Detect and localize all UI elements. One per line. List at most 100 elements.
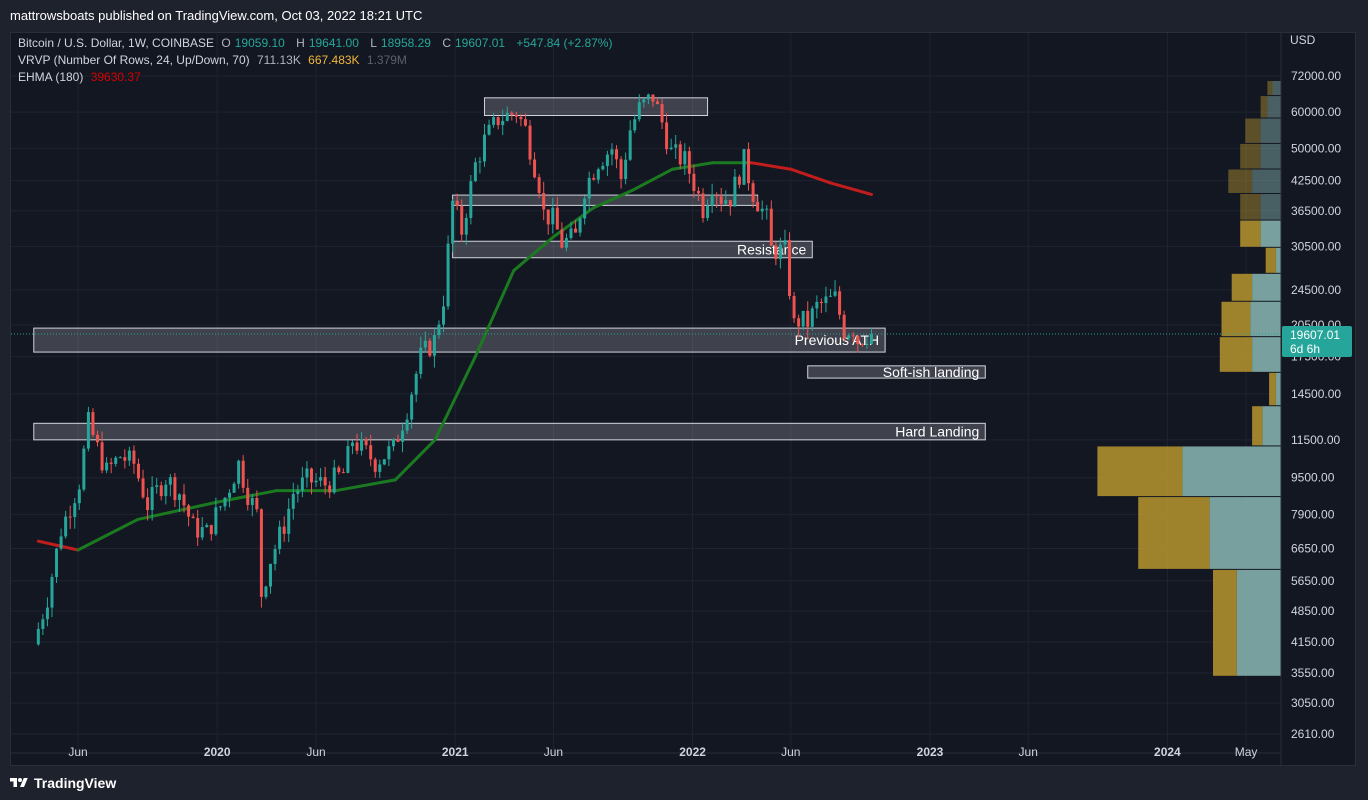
candle-body <box>309 468 313 483</box>
candle-body <box>105 462 109 471</box>
brand-name: TradingView <box>34 775 117 791</box>
candle-body <box>228 492 232 498</box>
ehma-line-segment <box>631 167 674 192</box>
chart-area[interactable]: Resistance Previous ATH Soft-ish landing Ha… <box>10 32 1357 767</box>
volume-profile-up-bar <box>1221 301 1251 337</box>
candle-body <box>246 487 250 505</box>
tradingview-brand[interactable]: TradingView <box>10 775 116 791</box>
candle-body <box>196 518 200 538</box>
candle-body <box>369 445 373 460</box>
footer: TradingView <box>0 766 1368 800</box>
candle-body <box>223 497 227 507</box>
legend-ehma-row: EHMA (180) 39630.37 <box>18 69 616 86</box>
candle-body <box>696 190 700 194</box>
candle-body <box>209 525 213 535</box>
volume-profile-up-bar <box>1138 497 1210 569</box>
candle-body <box>414 373 418 395</box>
candle-body <box>778 244 782 260</box>
candle-body <box>77 489 81 504</box>
candle-body <box>460 206 464 235</box>
legend-open-label: O <box>221 36 231 50</box>
legend-vrvp-v1: 711.13K <box>257 53 301 67</box>
price-axis-label: 3050.00 <box>1291 696 1335 710</box>
candle-body <box>555 207 559 230</box>
candle-body <box>432 334 436 356</box>
candle-body <box>601 165 605 170</box>
ehma-line-segment <box>670 161 715 171</box>
candle-body <box>136 463 140 479</box>
ehma-line-segment <box>433 355 477 442</box>
volume-profile-down-bar <box>1260 143 1281 169</box>
volume-profile-up-bar <box>1265 247 1276 273</box>
candle-body <box>45 607 49 620</box>
candle-body <box>692 173 696 191</box>
candle-body <box>391 439 395 447</box>
candle-body <box>473 162 477 182</box>
ehma-line-segment <box>76 517 140 552</box>
legend-vrvp-v2: 667.483K <box>308 53 360 67</box>
candle-body <box>296 490 300 494</box>
candle-body <box>191 516 195 519</box>
candle-body <box>168 477 172 485</box>
legend-vrvp-v3: 1.379M <box>366 53 407 67</box>
candle-body <box>114 457 118 464</box>
ehma-line-segment <box>591 188 635 210</box>
candle-body <box>542 192 546 210</box>
candle-body <box>828 295 832 297</box>
price-axis-label: 4150.00 <box>1291 635 1335 649</box>
candle-body <box>364 439 368 446</box>
price-axis-label: 11500.00 <box>1291 433 1340 447</box>
time-axis-label: May <box>1235 745 1258 759</box>
candle-body <box>715 195 719 197</box>
candle-body <box>633 119 637 131</box>
legend-ehma-label: EHMA (180) <box>18 70 84 84</box>
price-axis-label: 4850.00 <box>1291 604 1335 618</box>
candle-body <box>560 229 564 248</box>
candle-body <box>182 494 186 506</box>
candle-body <box>64 516 68 537</box>
price-axis-unit: USD <box>1290 33 1316 47</box>
legend-close: 19607.01 <box>455 36 506 50</box>
candle-body <box>373 459 377 472</box>
candle-body <box>619 159 623 180</box>
candle-body <box>187 505 191 517</box>
volume-profile-down-bar <box>1275 247 1281 273</box>
candle-body <box>55 548 59 577</box>
candle-body <box>346 446 350 473</box>
candle-body <box>150 486 154 511</box>
zone-label: Soft-ish landing <box>883 364 980 380</box>
ehma-line-segment <box>36 539 80 552</box>
candle-body <box>428 340 432 356</box>
candle-body <box>255 498 259 510</box>
candle-body <box>387 446 391 460</box>
zone-box <box>33 327 886 353</box>
candle-body <box>546 209 550 225</box>
candle-body <box>587 177 591 199</box>
candle-body <box>300 477 304 491</box>
candle-body <box>269 563 273 587</box>
candle-body <box>146 497 150 511</box>
candle-body <box>278 526 282 550</box>
zone-label: Hard Landing <box>895 424 979 440</box>
last-price-tag: 19607.01 6d 6h <box>1282 326 1352 357</box>
price-axis-label: 24500.00 <box>1291 283 1341 297</box>
candle-body <box>646 94 650 100</box>
candle-body <box>59 536 63 549</box>
candle-body <box>737 176 741 185</box>
price-axis-label: 72000.00 <box>1291 69 1341 83</box>
candle-body <box>765 208 769 210</box>
volume-profile-down-bar <box>1260 220 1281 247</box>
candle-body <box>332 467 336 493</box>
volume-profile-up-bar <box>1240 220 1261 247</box>
volume-profile-down-bar <box>1182 446 1281 497</box>
candle-body <box>706 205 710 219</box>
candle-body <box>287 508 291 534</box>
candle-body <box>710 195 714 206</box>
ehma-line-segment <box>136 500 219 521</box>
candle-body <box>319 477 323 481</box>
volume-profile-up-bar <box>1260 96 1268 118</box>
candle-body <box>86 412 90 449</box>
legend-close-label: C <box>442 36 451 50</box>
candle-body <box>683 151 687 165</box>
